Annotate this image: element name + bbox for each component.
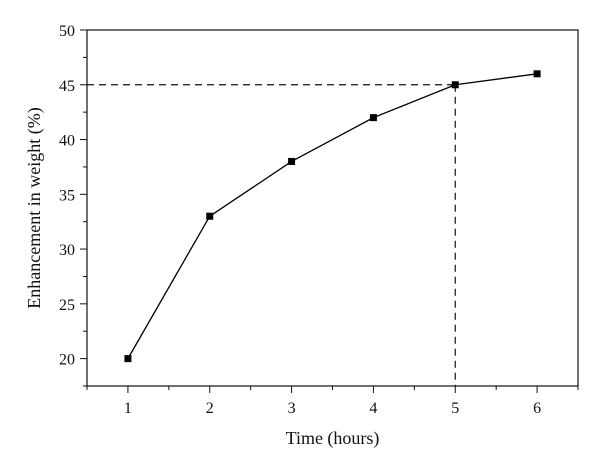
x-tick-label-1: 1 xyxy=(124,400,132,417)
y-tick-label-35: 35 xyxy=(59,187,75,204)
y-axis-title: Enhancement in weight (%) xyxy=(24,107,45,308)
y-tick-label-30: 30 xyxy=(59,242,75,259)
x-tick-label-4: 4 xyxy=(369,400,377,417)
y-tick-label-45: 45 xyxy=(59,78,75,95)
x-tick-label-3: 3 xyxy=(288,400,296,417)
data-point-6 xyxy=(533,70,541,78)
x-tick-label-5: 5 xyxy=(451,400,459,417)
series-line-0 xyxy=(127,73,538,359)
y-tick-label-50: 50 xyxy=(59,23,75,40)
y-tick-label-25: 25 xyxy=(59,297,75,314)
plot-frame xyxy=(86,29,579,387)
data-point-4 xyxy=(369,114,377,122)
data-series xyxy=(124,70,541,363)
data-point-1 xyxy=(124,355,132,363)
data-point-5 xyxy=(451,81,459,89)
y-tick-label-20: 20 xyxy=(59,352,75,369)
y-tick-label-40: 40 xyxy=(59,133,75,150)
guide-lines xyxy=(87,84,456,386)
data-point-3 xyxy=(288,157,296,165)
x-tick-label-2: 2 xyxy=(206,400,214,417)
data-point-2 xyxy=(206,212,214,220)
x-axis-title: Time (hours) xyxy=(286,428,380,449)
x-tick-label-6: 6 xyxy=(533,400,541,417)
